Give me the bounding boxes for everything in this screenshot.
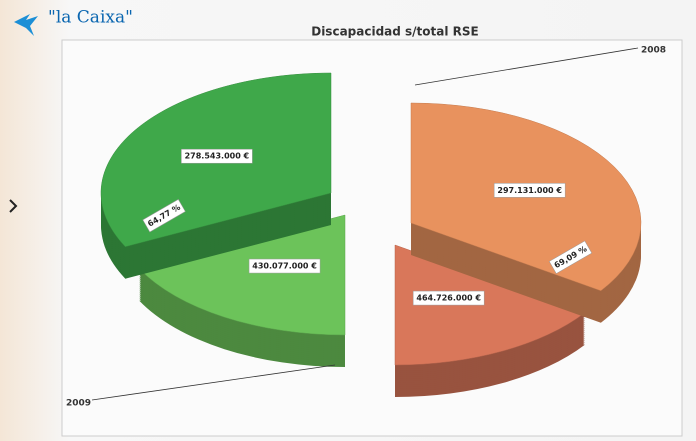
data-label-group: 430.077.000 € bbox=[248, 258, 321, 274]
label-box bbox=[248, 258, 321, 274]
data-label-group: 278.543.000 € bbox=[181, 148, 253, 164]
label-box bbox=[181, 148, 253, 164]
data-label-group: 297.131.000 € bbox=[493, 183, 566, 198]
data-label: 430.077.000 € bbox=[252, 262, 317, 271]
data-label: 464.726.000 € bbox=[416, 294, 481, 303]
label-box bbox=[493, 183, 566, 198]
year-label: 2008 bbox=[641, 46, 666, 56]
data-label-group: 464.726.000 € bbox=[412, 290, 485, 306]
logo: "la Caixa" bbox=[48, 8, 133, 28]
chart-title: Discapacidad s/total RSE bbox=[311, 25, 479, 39]
leader-line bbox=[91, 364, 336, 401]
label-box bbox=[142, 199, 186, 233]
label-box bbox=[412, 290, 485, 306]
leader-line bbox=[414, 47, 639, 86]
logo-star bbox=[14, 14, 38, 36]
arrow bbox=[9, 199, 18, 213]
data-label: 297.131.000 € bbox=[497, 186, 562, 195]
slice bbox=[394, 244, 586, 366]
slice bbox=[138, 214, 346, 336]
data-label: 278.543.000 € bbox=[185, 152, 250, 161]
year-label: 2009 bbox=[66, 399, 91, 409]
label-box bbox=[548, 240, 593, 274]
